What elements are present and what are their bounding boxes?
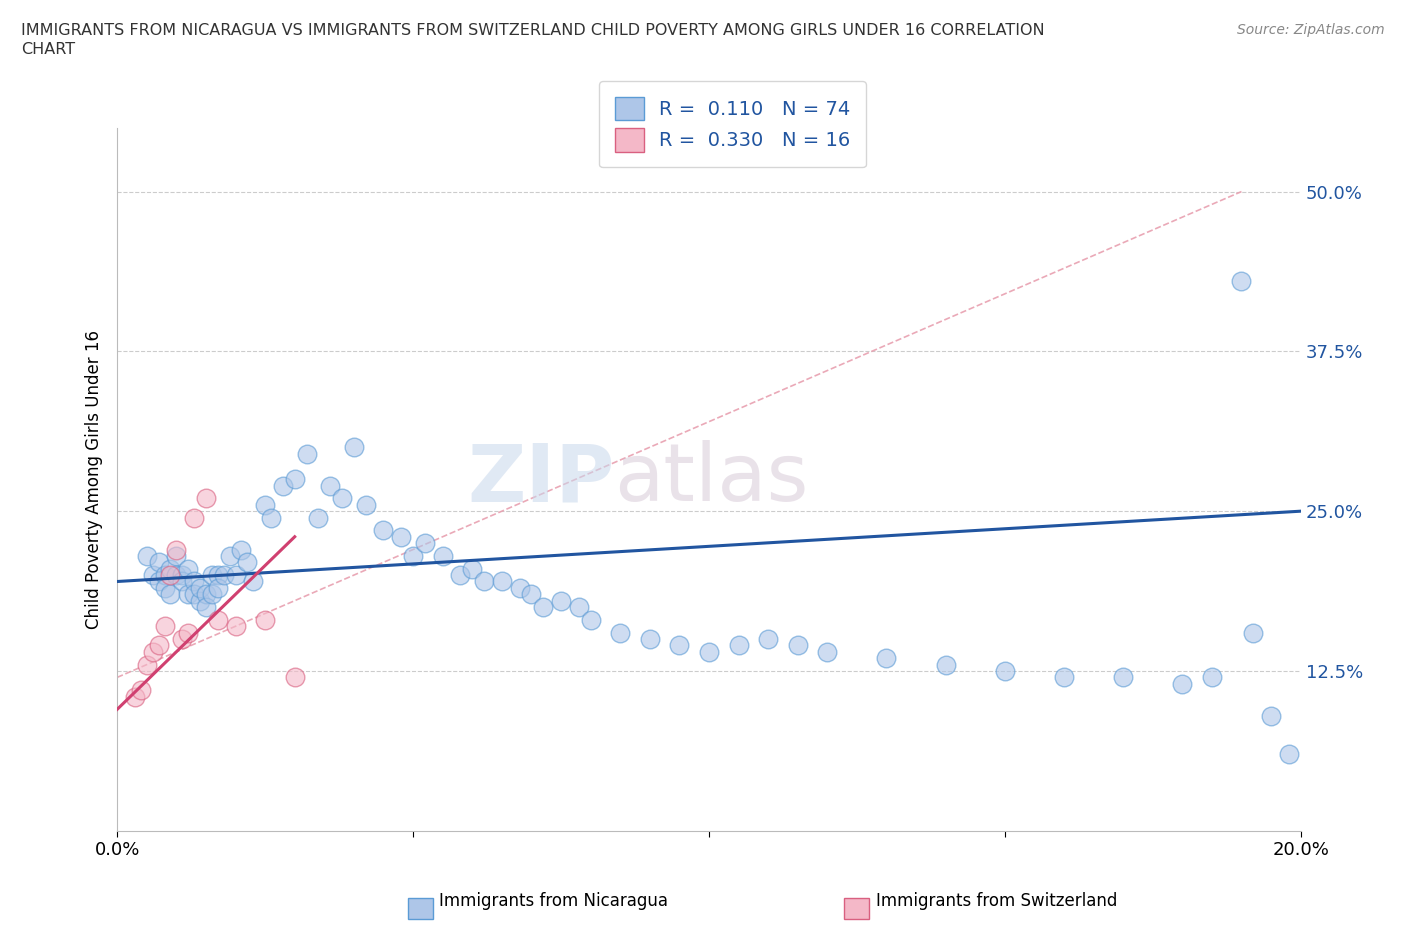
Point [491,574,513,589]
Point [461,562,484,577]
Point [129,683,152,698]
Point [183,574,205,589]
Point [142,644,165,659]
Point [242,574,264,589]
Point [225,618,247,633]
Point [148,574,170,589]
Point [172,574,194,589]
Point [177,587,200,602]
Point [935,658,957,672]
Text: IMMIGRANTS FROM NICARAGUA VS IMMIGRANTS FROM SWITZERLAND CHILD POVERTY AMONG GIR: IMMIGRANTS FROM NICARAGUA VS IMMIGRANTS … [21,23,1045,38]
Point [172,631,194,646]
Point [159,587,181,602]
Point [727,638,749,653]
Point [207,567,229,582]
Text: CHART: CHART [21,42,75,57]
Point [148,555,170,570]
Point [218,549,240,564]
Text: ZIP: ZIP [467,440,614,518]
Point [343,440,366,455]
Point [260,511,283,525]
Point [142,567,165,582]
Point [373,523,395,538]
Point [449,567,471,582]
Text: Immigrants from Nicaragua: Immigrants from Nicaragua [439,892,668,910]
Point [212,567,235,582]
Point [295,446,318,461]
Point [1241,625,1264,640]
Point [638,631,661,646]
Point [225,567,247,582]
Point [413,536,436,551]
Point [194,587,217,602]
Point [135,658,157,672]
Point [472,574,495,589]
Point [319,478,342,493]
Point [875,651,897,666]
Point [668,638,690,653]
Point [1278,747,1301,762]
Point [165,567,187,582]
Point [231,542,253,557]
Point [153,618,176,633]
Point [994,663,1017,678]
Point [1171,676,1194,691]
Point [236,555,259,570]
Point [1112,670,1135,684]
Point [284,472,307,486]
Point [254,613,277,628]
Point [207,580,229,595]
Point [786,638,808,653]
Point [148,638,170,653]
Point [254,498,277,512]
Point [756,631,779,646]
Point [194,600,217,615]
Point [520,587,543,602]
Point [1053,670,1076,684]
Text: Immigrants from Switzerland: Immigrants from Switzerland [876,892,1118,910]
Point [188,580,211,595]
Point [207,613,229,628]
Point [159,567,181,582]
Text: Source: ZipAtlas.com: Source: ZipAtlas.com [1237,23,1385,37]
Point [124,689,146,704]
Point [194,491,217,506]
Point [815,644,838,659]
Point [165,542,187,557]
Point [568,600,591,615]
Point [354,498,377,512]
Point [201,567,224,582]
Point [609,625,631,640]
Point [159,562,181,577]
Point [135,549,157,564]
Point [330,491,353,506]
Point [188,593,211,608]
Point [402,549,425,564]
Point [153,580,176,595]
Legend: R =  0.110   N = 74, R =  0.330   N = 16: R = 0.110 N = 74, R = 0.330 N = 16 [599,81,866,167]
Point [550,593,572,608]
Point [271,478,294,493]
Point [531,600,554,615]
Point [177,562,200,577]
Point [165,549,187,564]
Point [432,549,454,564]
Point [284,670,307,684]
Point [177,625,200,640]
Point [172,567,194,582]
Point [1201,670,1223,684]
Point [201,587,224,602]
Text: atlas: atlas [614,440,808,518]
Point [183,511,205,525]
Y-axis label: Child Poverty Among Girls Under 16: Child Poverty Among Girls Under 16 [86,330,103,629]
Point [697,644,720,659]
Point [389,529,412,544]
Point [153,567,176,582]
Point [1260,709,1282,724]
Point [509,580,531,595]
Point [579,613,602,628]
Point [307,511,329,525]
Point [1230,273,1253,288]
Point [183,587,205,602]
